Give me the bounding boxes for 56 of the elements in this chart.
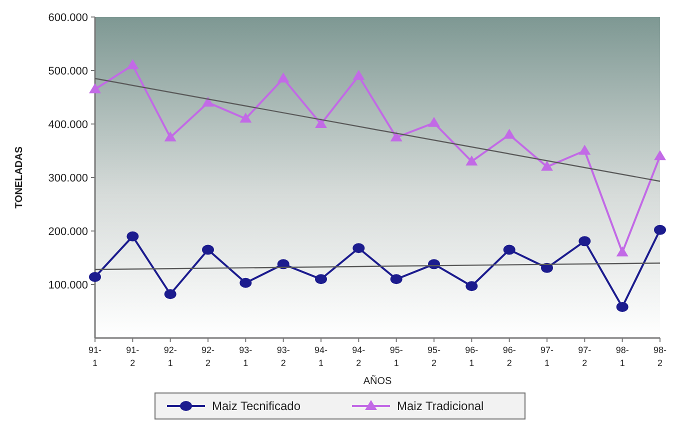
x-tick-label: 93- 2 [276, 345, 290, 368]
legend-label: Maiz Tecnificado [212, 399, 301, 414]
x-tick-label: 94- 1 [314, 345, 328, 368]
y-axis-title: TONELADAS [14, 146, 25, 209]
point [503, 128, 516, 139]
point [466, 155, 478, 166]
x-tick-label: 92- 2 [201, 345, 215, 368]
point [202, 96, 214, 107]
x-tick-label: 93- 1 [239, 345, 252, 368]
point [352, 243, 365, 254]
point [428, 116, 440, 127]
x-tick-label: 96- 2 [502, 345, 516, 368]
point [654, 150, 666, 160]
x-tick-label: 97- 2 [578, 345, 592, 368]
x-axis-title: AÑOS [363, 375, 392, 387]
point [578, 144, 591, 155]
x-tick-label: 95- 1 [390, 345, 403, 368]
point [277, 72, 290, 83]
point [89, 272, 101, 282]
point [126, 59, 139, 70]
y-tick-label: 300.000 [48, 172, 88, 184]
point [89, 83, 101, 94]
x-tick-label: 98- 1 [616, 345, 629, 368]
point [654, 224, 666, 235]
point [126, 231, 139, 242]
y-tick-label: 100.000 [48, 279, 88, 292]
y-tick-label: 200.000 [48, 226, 88, 238]
y-tick-label: 400.000 [48, 118, 88, 131]
point [503, 244, 516, 255]
point [315, 274, 327, 284]
point [240, 278, 252, 288]
point [616, 302, 628, 312]
point [202, 244, 214, 255]
x-tick-label: 97- 1 [540, 345, 554, 368]
point [541, 262, 553, 273]
point [466, 281, 478, 292]
point [164, 131, 176, 142]
point [578, 236, 591, 246]
x-tick-label: 98- 2 [653, 345, 667, 368]
point [352, 70, 365, 80]
point [164, 289, 176, 300]
point [616, 246, 628, 256]
x-tick-label: 95- 2 [427, 345, 441, 368]
point [390, 131, 402, 142]
y-tick-label: 600.000 [48, 12, 88, 24]
point [541, 160, 553, 171]
y-tick-label: 500.000 [48, 65, 88, 78]
x-tick-label: 92- 1 [164, 345, 177, 368]
legend-label: Maiz Tradicional [397, 399, 484, 414]
point [240, 112, 252, 123]
point [315, 118, 327, 128]
x-tick-label: 91- 2 [126, 345, 140, 368]
x-tick-label: 96- 1 [465, 345, 478, 368]
point [390, 274, 402, 284]
x-tick-label: 91- 1 [88, 345, 102, 368]
x-tick-label: 94- 2 [352, 345, 366, 368]
